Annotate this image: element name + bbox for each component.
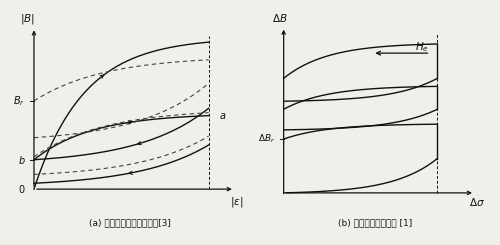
Text: $\Delta\sigma$: $\Delta\sigma$ [468, 196, 484, 208]
Text: $B_r$: $B_r$ [14, 94, 25, 108]
Text: $|B|$: $|B|$ [20, 12, 34, 26]
Text: $H_e$: $H_e$ [415, 40, 429, 54]
Text: $\Delta B$: $\Delta B$ [272, 12, 288, 24]
Text: $b$: $b$ [18, 154, 25, 166]
Text: (a) 鐵磁性材料的自發磁化[3]: (a) 鐵磁性材料的自發磁化[3] [89, 219, 171, 228]
Text: $a$: $a$ [219, 111, 226, 121]
Text: $|\epsilon|$: $|\epsilon|$ [230, 195, 243, 209]
Text: $\Delta B_r$: $\Delta B_r$ [258, 133, 275, 145]
Text: (b) 磁彈性現象的進展 [1]: (b) 磁彈性現象的進展 [1] [338, 219, 412, 228]
Text: $0$: $0$ [18, 183, 25, 195]
